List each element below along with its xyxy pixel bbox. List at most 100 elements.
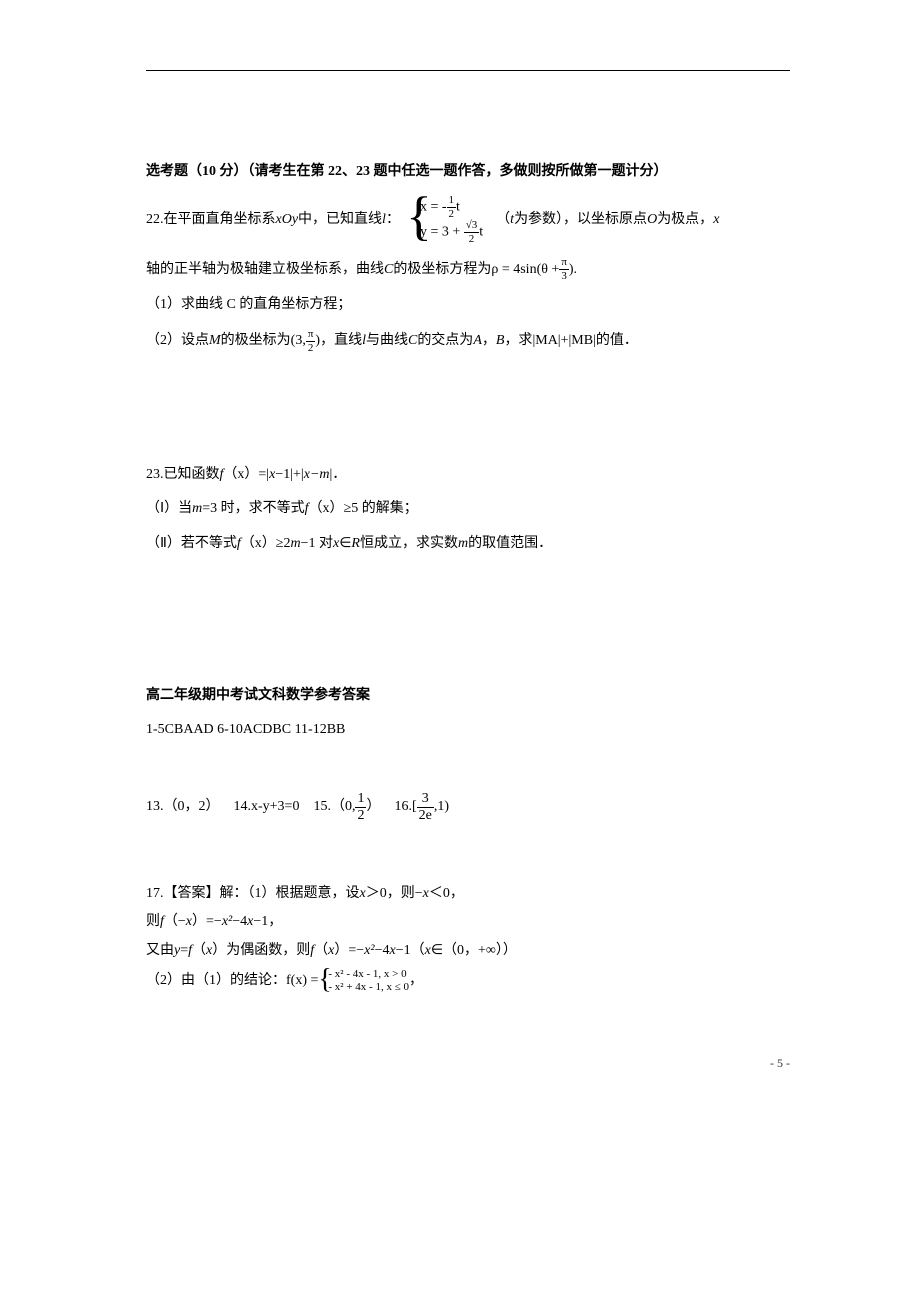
parametric-system: x = -12t y = 3 + √32t [406,195,483,245]
txt: ∈（0，+∞）） [431,940,517,962]
q23-p1: （Ⅰ）当 m =3 时，求不等式 f （x） ≥5 的解集； [146,498,790,520]
txt: （2）由（1）的结论： [146,970,286,992]
txt: −1， [253,911,282,933]
txt: 的极坐标方程为 [393,259,491,281]
txt: 的交点为 [417,330,473,352]
polar-eq-tail: ). [569,259,577,281]
txt: 的取值范围． [468,533,552,555]
mm: −m [310,464,330,486]
fx: f(x) = [286,970,318,992]
a13: （0，2） [164,796,220,818]
q17-l2: 则 f （− x ）=− x² −4 x −1， [146,911,790,933]
q22-line2: 轴的正半轴为极轴建立极坐标系，曲线 C 的极坐标方程为 ρ = 4sin(θ +… [146,257,790,282]
dist-expr: |MA|+|MB| [532,330,595,352]
txt: 直线 [334,330,362,352]
A-var: A [473,330,482,352]
page-number: - 5 - [146,1054,790,1073]
q23-number: 23. [146,464,164,486]
txt: ，求 [504,330,532,352]
q17-l4: （2）由（1）的结论： f(x) = - x² - 4x - 1, x > 0 … [146,968,790,994]
q22-line1: 22. 在平面直角坐标系 xOy 中，已知直线 l ： x = -12t y =… [146,195,790,245]
a16b: ,1) [434,796,449,818]
txt: ）=− [334,940,364,962]
q17-l3: 又由 y = f （ x ）为偶函数，则 f （ x ）=− x² −4 x −… [146,940,790,962]
fill-answers: 13. （0，2） 14. x-y+3=0 15. （0, 12 ） 16. [… [146,792,790,823]
m-var: m [458,533,468,555]
txt: 又由 [146,940,174,962]
m-var: m [192,498,202,520]
a15-frac: 12 [355,792,366,823]
xsq: x² [364,940,374,962]
paren: （x） [241,533,276,555]
txt: ， [409,970,423,992]
paren: （x） [309,498,344,520]
txt: ∈ [339,533,351,555]
txt: 17.【答案】解：（1）根据题意，设 [146,883,360,905]
txt: （2）设点 [146,330,209,352]
mc-answers: 1-5CBAAD 6-10ACDBC 11-12BB [146,719,790,741]
txt: 轴的正半轴为极轴建立极坐标系，曲线 [146,259,384,281]
txt: （Ⅱ）若不等式 [146,533,237,555]
txt: （ [314,940,328,962]
q22-number: 22. [146,209,164,231]
q17-head: 17.【答案】解：（1）根据题意，设 x ＞0，则− x ＜0， [146,883,790,905]
frac-half: 12 [447,195,457,220]
O-var: O [647,209,657,231]
q22-text: 中，已知直线 [298,209,382,231]
a14-label: 14. [234,796,252,818]
pw-r2: - x² + 4x - 1, x ≤ 0 [328,981,409,994]
xoy: xOy [276,209,299,231]
q22-tail-c: 为极点， [657,209,713,231]
txt: （Ⅰ）当 [146,498,192,520]
txt: =3 时，求不等式 [202,498,304,520]
t: t [479,225,483,240]
paren: （x） [223,464,258,486]
sys-r2: y = 3 + [420,225,464,240]
frac-pi-3: π3 [559,257,569,282]
eq: =| [258,464,269,486]
a16-label: 16. [394,796,412,818]
txt: −4 [232,911,247,933]
comma: ， [482,330,496,352]
q23-p2: （Ⅱ）若不等式 f （x） ≥2 m −1 对 x ∈ R 恒成立，求实数 m … [146,533,790,555]
txt: −1（ [396,940,425,962]
txt: 恒成立，求实数 [360,533,458,555]
q22-text: 在平面直角坐标系 [164,209,276,231]
a15a: （0, [331,796,356,818]
x-var: x [713,209,719,231]
q22-part2: （2）设点 M 的极坐标为 (3, π2 )， 直线 l 与曲线 C 的交点为 … [146,329,790,354]
q22-tail-a: （ [489,209,510,231]
coord-b: )， [315,330,334,352]
q22-part1: （1）求曲线 C 的直角坐标方程； [146,294,790,316]
txt: 已知函数 [164,464,220,486]
C-var: C [384,259,393,281]
t: t [456,200,460,215]
optional-heading: 选考题（10 分）（请考生在第 22、23 题中任选一题作答，多做则按所做第一题… [146,161,790,183]
txt: ≥5 的解集； [344,498,418,520]
txt: ≥2 [276,533,291,555]
piecewise: - x² - 4x - 1, x > 0 - x² + 4x - 1, x ≤ … [318,968,409,994]
polar-eq: ρ = 4sin(θ + [491,259,559,281]
txt: = [180,940,188,962]
q23-line1: 23. 已知函数 f （x） =| x −1|+| x −m |． [146,464,790,486]
B-var: B [496,330,505,352]
R-set: R [351,533,360,555]
coord-a: (3, [291,330,306,352]
header-rule [146,70,790,71]
tail: |． [330,464,347,486]
txt: （− [164,911,186,933]
M-var: M [209,330,221,352]
a13-label: 13. [146,796,164,818]
C-var: C [408,330,417,352]
pw-r1: - x² - 4x - 1, x > 0 [328,968,409,981]
txt: 的极坐标为 [221,330,291,352]
q22-tail-b: 为参数），以坐标原点 [514,209,647,231]
a15b: ） [366,796,380,818]
m1: −1|+| [275,464,303,486]
txt: ）为偶函数，则 [212,940,310,962]
a16-frac: 32e [417,792,434,823]
page-container: 选考题（10 分）（请考生在第 22、23 题中任选一题作答，多做则按所做第一题… [0,0,920,1113]
answers-title: 高二年级期中考试文科数学参考答案 [146,685,790,707]
txt: ＞0，则− [366,883,423,905]
sys-r1: x = [420,200,442,215]
